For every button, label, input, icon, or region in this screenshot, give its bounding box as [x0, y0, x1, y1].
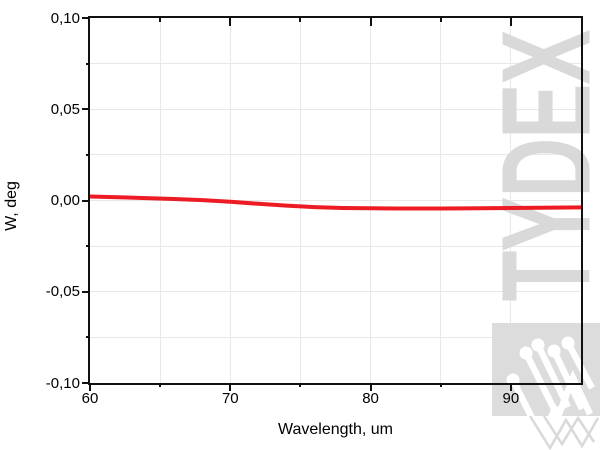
x-major-tick: [89, 383, 91, 391]
x-axis-title: Wavelength, um: [277, 421, 393, 438]
x-major-tick: [509, 383, 512, 391]
y-minor-tick: [86, 245, 90, 248]
tydex-logo-w-outline: [528, 415, 600, 450]
y-major-tick: [82, 290, 90, 293]
x-minor-tick-top: [439, 18, 442, 22]
y-minor-tick: [86, 153, 90, 156]
curve-canvas: [88, 194, 583, 211]
y-major-tick: [82, 17, 90, 19]
y-axis-title: W, deg: [3, 181, 20, 231]
x-tick-label: 70: [221, 390, 239, 407]
y-gridline: [90, 336, 581, 338]
x-minor-tick: [439, 383, 442, 387]
x-tick-label: 80: [362, 390, 379, 407]
y-minor-tick: [86, 336, 90, 339]
x-major-tick-top: [509, 18, 512, 26]
x-tick-label: 60: [81, 390, 99, 407]
y-gridline: [90, 245, 581, 247]
x-major-tick-top: [229, 18, 232, 26]
y-major-tick: [82, 108, 90, 111]
data-series-line: [88, 194, 583, 211]
y-gridline: [90, 154, 581, 156]
x-minor-tick: [159, 383, 162, 387]
y-gridline: [90, 291, 581, 293]
y-tick-label: -0,05: [45, 283, 80, 301]
y-minor-tick: [86, 62, 90, 65]
x-major-tick: [369, 383, 372, 391]
y-tick-label: 0,10: [50, 9, 80, 27]
y-gridline: [90, 108, 581, 110]
y-major-tick: [82, 382, 90, 384]
y-gridline: [90, 200, 581, 201]
x-minor-tick-top: [159, 18, 162, 22]
x-tick-label: 90: [502, 390, 520, 407]
y-gridline: [90, 63, 581, 65]
y-tick-label: -0,10: [45, 374, 80, 392]
y-major-tick: [82, 199, 90, 202]
x-minor-tick-top: [299, 18, 302, 22]
x-major-tick-top: [369, 18, 372, 26]
x-minor-tick: [299, 383, 302, 387]
y-tick-label: 0,00: [50, 192, 80, 209]
tydex-logo-w-strokes: [510, 341, 595, 446]
y-tick-label: 0,05: [50, 100, 80, 118]
x-major-tick: [229, 383, 232, 391]
